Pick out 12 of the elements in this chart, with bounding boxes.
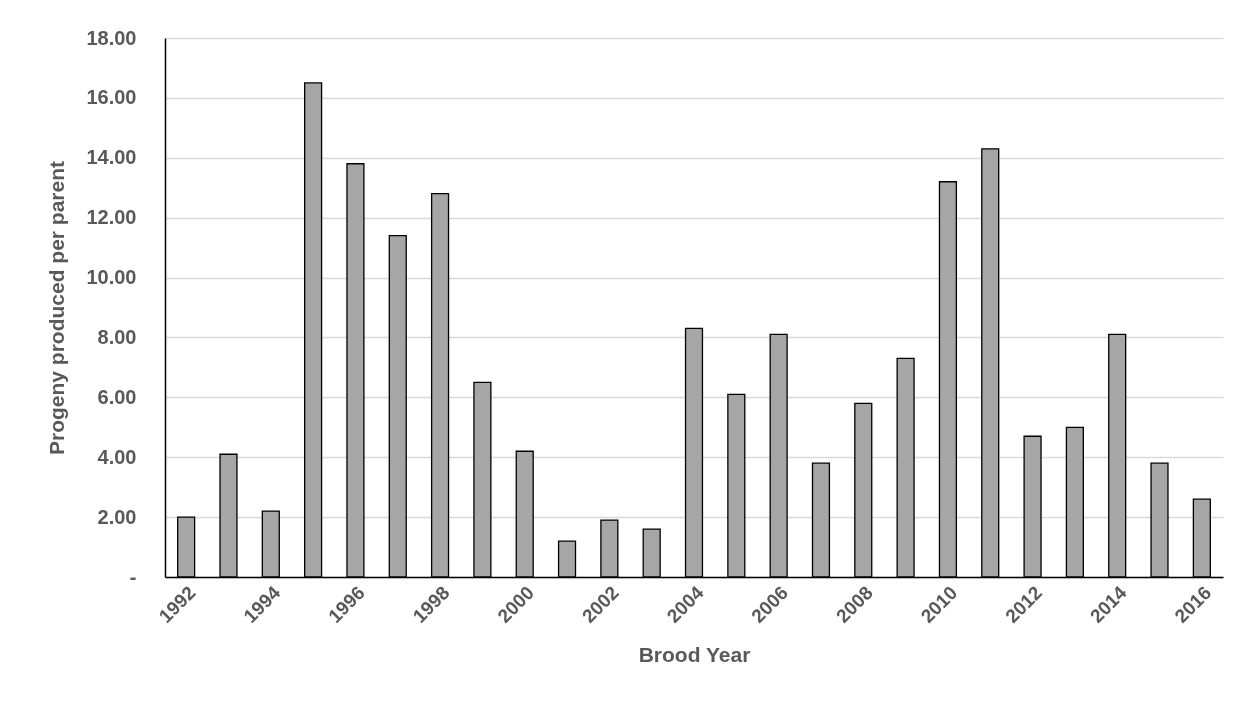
y-tick-label: 18.00	[86, 26, 137, 49]
y-tick-label: 8.00	[97, 325, 137, 348]
y-tick-label: 4.00	[97, 445, 137, 468]
x-axis-title: Brood Year	[638, 642, 751, 666]
y-tick-label: 6.00	[97, 385, 137, 408]
y-tick-label: 10.00	[86, 266, 137, 289]
y-tick-label: -	[129, 565, 137, 588]
y-tick-label: 16.00	[86, 86, 137, 109]
y-tick-label: 14.00	[86, 146, 137, 169]
y-axis-title: Progeny produced per parent	[45, 160, 69, 456]
y-tick-label: 2.00	[97, 505, 137, 528]
y-tick-label: 12.00	[86, 206, 137, 229]
